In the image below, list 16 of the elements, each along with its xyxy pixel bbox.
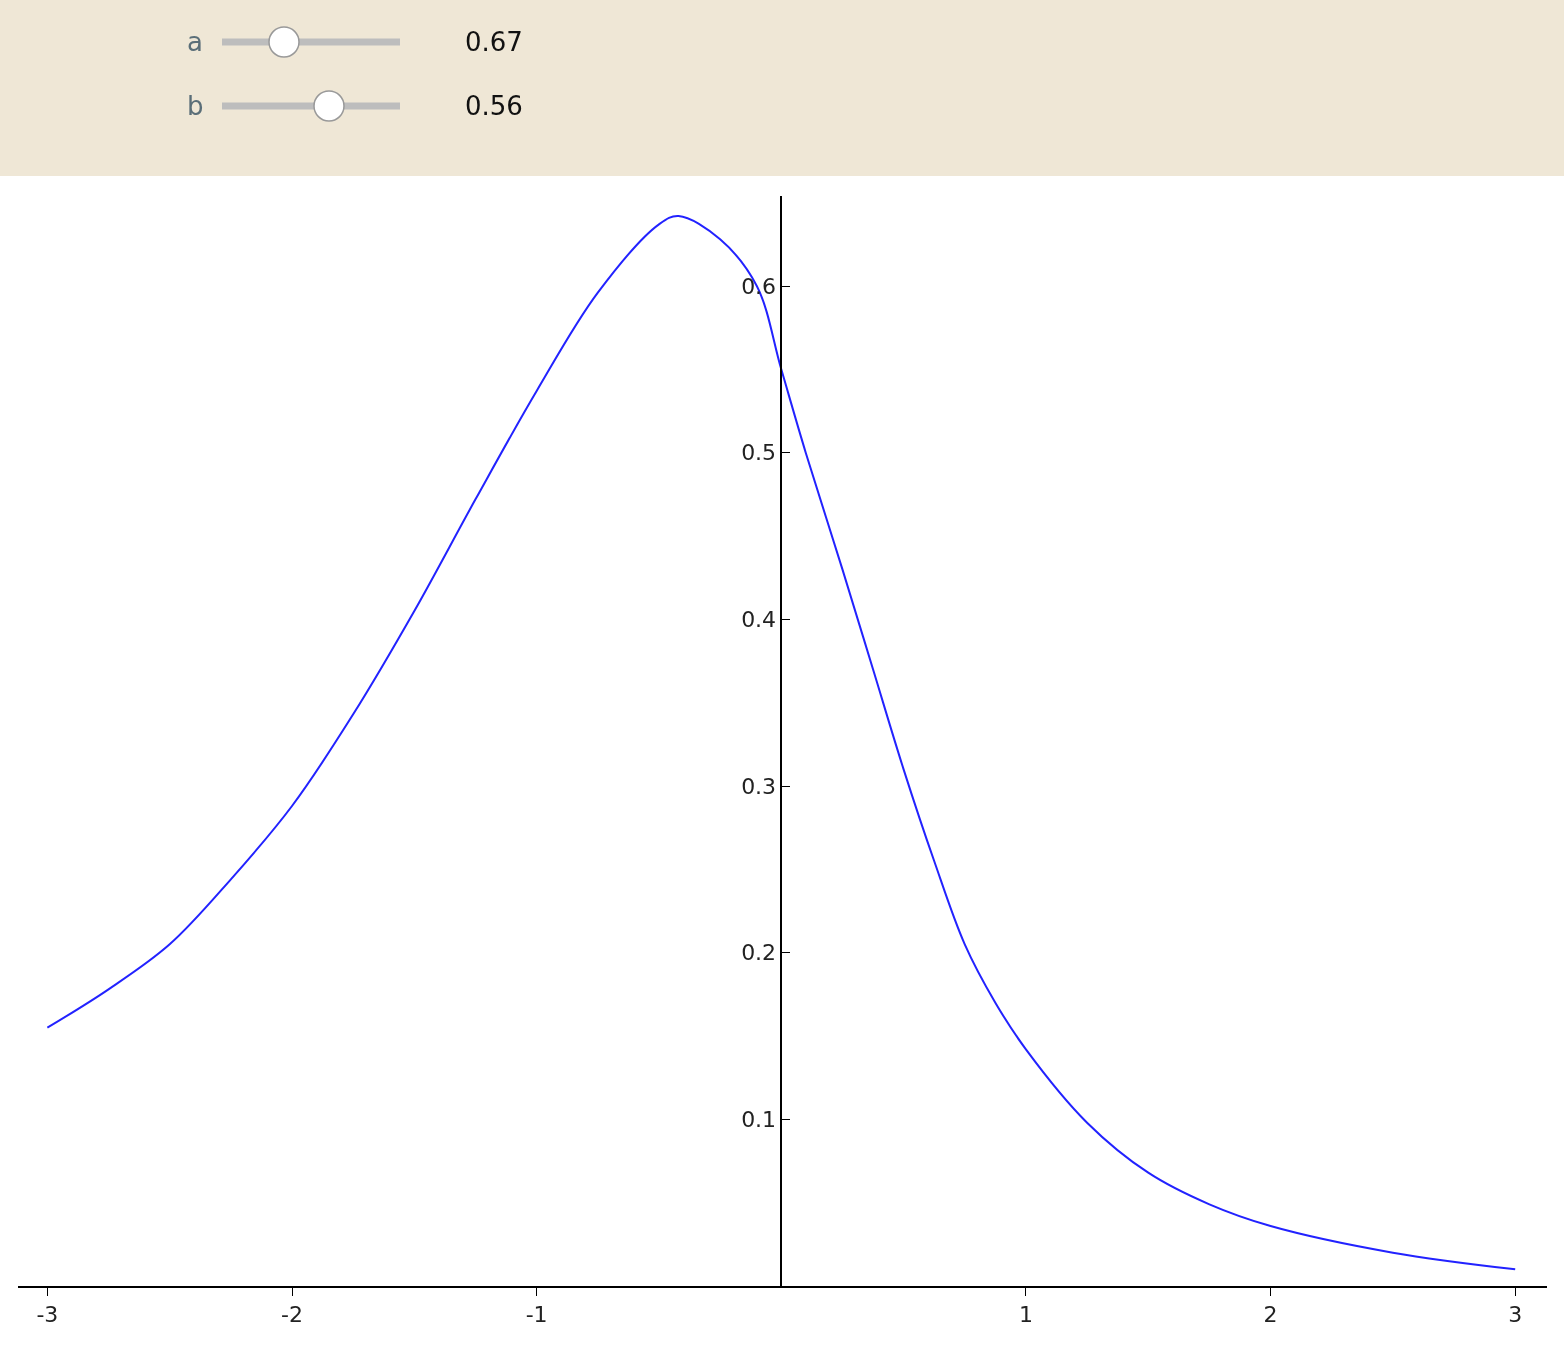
text: b bbox=[187, 91, 204, 121]
y-tick-label: 0.4 bbox=[741, 607, 777, 633]
text: 0.67 bbox=[465, 27, 523, 57]
y-tick-label: 0.2 bbox=[741, 940, 777, 966]
x-tick-label: -2 bbox=[281, 1302, 303, 1328]
x-tick-label: -1 bbox=[525, 1302, 548, 1328]
line-series bbox=[46, 215, 1517, 1271]
y-tick-label: 0.5 bbox=[741, 440, 777, 466]
text: 0.56 bbox=[465, 91, 523, 121]
x-tick-label: 2 bbox=[1263, 1302, 1278, 1328]
y-tick-label: 0.1 bbox=[741, 1107, 777, 1133]
x-tick-label: -3 bbox=[36, 1302, 59, 1328]
text: a bbox=[187, 27, 203, 57]
x-tick-label: 1 bbox=[1018, 1302, 1033, 1328]
y-tick-label: 0.3 bbox=[741, 773, 777, 799]
x-tick-label: 3 bbox=[1508, 1302, 1523, 1328]
